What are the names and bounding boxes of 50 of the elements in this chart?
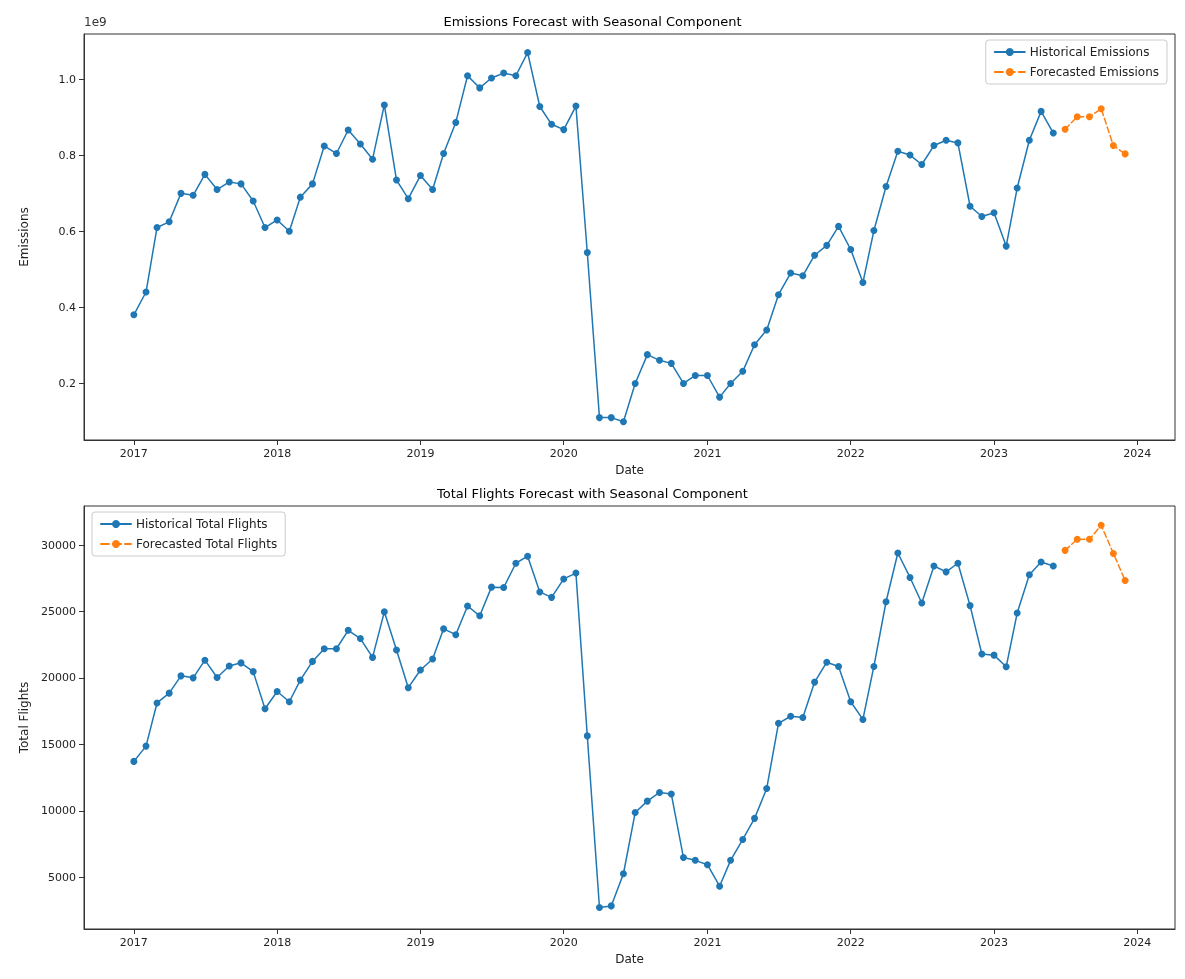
point [1121, 150, 1129, 158]
x-tick-label: 2022 [836, 447, 865, 460]
x-axis-title: Date [615, 951, 644, 966]
y-tick-label: 0.6 [58, 224, 76, 238]
legend-label: Historical Emissions [1029, 45, 1150, 59]
x-tick-label: 2018 [263, 447, 292, 460]
text: 1e9 [84, 15, 107, 29]
point [1061, 546, 1069, 554]
x-tick-label: 2021 [693, 936, 722, 949]
y-tick-label: 30000 [41, 538, 76, 552]
point [1121, 577, 1129, 584]
y-tick-label: 25000 [41, 605, 76, 619]
point [1109, 549, 1117, 557]
x-tick-label: 2017 [119, 936, 148, 949]
x-tick-label: 2023 [980, 447, 1009, 460]
legend-label: Forecasted Total Flights [136, 537, 278, 551]
y-tick-label: 1.0 [58, 73, 76, 87]
point [1097, 521, 1105, 529]
y-tick-label: 0.4 [58, 300, 76, 314]
point [1073, 113, 1081, 121]
x-tick-label: 2022 [836, 936, 865, 949]
x-tick-label: 2024 [1123, 936, 1152, 949]
x-tick-label: 2017 [119, 447, 148, 460]
chart-title: Total Flights Forecast with Seasonal Component [436, 486, 748, 501]
y-tick-label: 5000 [48, 870, 76, 884]
y-tick-label: 0.8 [58, 148, 76, 162]
x-tick-label: 2020 [549, 936, 578, 949]
point [1073, 535, 1081, 543]
point [1109, 142, 1117, 150]
point [1061, 125, 1069, 133]
y-tick-label: 0.2 [58, 376, 76, 390]
x-tick-label: 2020 [549, 447, 578, 460]
x-tick-label: 2019 [406, 447, 435, 460]
y-axis-title: Emissions [17, 207, 31, 267]
x-tick-label: 2023 [980, 936, 1009, 949]
point [1097, 105, 1105, 113]
legend-label: Historical Total Flights [136, 517, 268, 531]
x-tick-label: 2021 [693, 447, 722, 460]
y-tick-label: 20000 [41, 671, 76, 685]
x-tick-label: 2019 [406, 936, 435, 949]
y-tick-label: 10000 [41, 804, 76, 818]
legend-label: Forecasted Emissions [1029, 65, 1159, 79]
point [1085, 535, 1093, 543]
chart-title: Emissions Forecast with Seasonal Component [443, 14, 742, 29]
point [1085, 113, 1093, 121]
x-tick-label: 2018 [263, 936, 292, 949]
y-tick-label: 15000 [41, 737, 76, 751]
x-axis-title: Date [615, 462, 644, 477]
x-tick-label: 2024 [1123, 447, 1152, 460]
y-axis-title: Total Flights [17, 681, 31, 755]
